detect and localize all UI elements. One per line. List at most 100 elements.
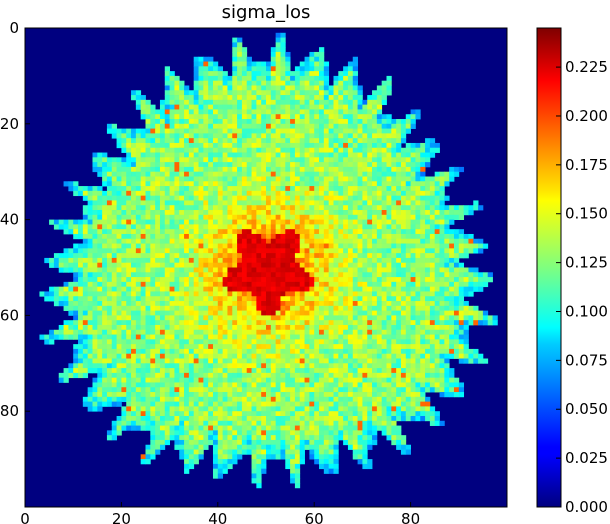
heatmap-cell (208, 157, 214, 163)
heatmap-cell (135, 219, 142, 225)
heatmap-cell (338, 291, 344, 297)
heatmap-cell (159, 257, 166, 264)
heatmap-cell (217, 123, 224, 129)
heatmap-cell (347, 171, 354, 177)
heatmap-cell (425, 238, 431, 244)
heatmap-cell (251, 301, 257, 307)
heatmap-cell (169, 320, 175, 326)
heatmap-cell (275, 301, 281, 307)
heatmap-cell (140, 310, 146, 316)
heatmap-cell (78, 243, 84, 249)
heatmap-cell (208, 181, 214, 187)
heatmap-cell (155, 277, 161, 283)
heatmap-cell (246, 75, 252, 82)
heatmap-cell (241, 47, 248, 53)
heatmap-cell (405, 377, 411, 383)
heatmap-cell (294, 363, 301, 369)
heatmap-cell (184, 272, 190, 278)
heatmap-cell (131, 142, 137, 149)
heatmap-cell (362, 157, 368, 163)
heatmap-cell (222, 219, 228, 225)
heatmap-cell (222, 147, 228, 153)
heatmap-cell (212, 75, 219, 82)
heatmap-cell (155, 114, 161, 120)
heatmap-cell (309, 128, 315, 134)
heatmap-cell (222, 372, 228, 379)
heatmap-cell (343, 243, 349, 249)
heatmap-cell (372, 358, 378, 364)
heatmap-cell (449, 315, 455, 321)
heatmap-cell (400, 200, 407, 206)
heatmap-cell (275, 238, 281, 244)
heatmap-cell (338, 257, 344, 264)
heatmap-cell (102, 210, 108, 216)
heatmap-cell (256, 353, 262, 359)
heatmap-cell (261, 95, 267, 101)
heatmap-cell (241, 233, 248, 240)
heatmap-cell (405, 368, 411, 374)
heatmap-cell (270, 104, 277, 110)
heatmap-cell (400, 301, 407, 307)
heatmap-cell (304, 229, 310, 235)
heatmap-cell (309, 95, 315, 101)
heatmap-cell (222, 90, 228, 96)
heatmap-cell (415, 377, 421, 383)
heatmap-cell (304, 90, 310, 96)
heatmap-cell (78, 253, 84, 259)
heatmap-cell (347, 286, 354, 292)
heatmap-cell (285, 358, 291, 364)
heatmap-cell (208, 277, 214, 283)
heatmap-cell (415, 200, 421, 206)
heatmap-cell (290, 382, 296, 388)
heatmap-cell (357, 368, 363, 374)
heatmap-cell (135, 233, 142, 240)
heatmap-cell (405, 339, 411, 345)
heatmap-cell (304, 128, 310, 134)
heatmap-cell (396, 128, 402, 134)
heatmap-cell (82, 296, 89, 302)
heatmap-cell (376, 286, 383, 292)
heatmap-cell (319, 219, 325, 225)
heatmap-cell (49, 329, 55, 335)
heatmap-cell (458, 267, 465, 273)
heatmap-cell (116, 205, 122, 211)
heatmap-cell (232, 104, 238, 110)
heatmap-cell (319, 114, 325, 120)
heatmap-cell (102, 348, 108, 355)
heatmap-cell (188, 339, 195, 345)
heatmap-cell (174, 119, 180, 125)
heatmap-cell (227, 272, 233, 278)
heatmap-cell (106, 195, 113, 201)
heatmap-cell (164, 90, 170, 96)
heatmap-cell (290, 210, 296, 216)
heatmap-cell (174, 320, 180, 326)
heatmap-cell (203, 138, 209, 144)
heatmap-cell (405, 329, 411, 335)
heatmap-cell (275, 47, 281, 53)
heatmap-cell (164, 214, 170, 220)
heatmap-cell (304, 200, 310, 206)
heatmap-cell (290, 128, 296, 134)
heatmap-cell (150, 277, 156, 283)
heatmap-cell (212, 233, 219, 240)
heatmap-cell (444, 301, 450, 307)
heatmap-cell (323, 119, 330, 125)
heatmap-cell (159, 147, 166, 153)
heatmap-cell (309, 229, 315, 235)
heatmap-cell (372, 99, 378, 106)
heatmap-cell (352, 305, 358, 312)
heatmap-cell (227, 233, 233, 240)
heatmap-cell (97, 210, 103, 216)
heatmap-cell (203, 157, 209, 163)
heatmap-cell (208, 138, 214, 144)
heatmap-cell (251, 99, 257, 106)
heatmap-cell (174, 128, 180, 134)
heatmap-cell (121, 334, 127, 340)
heatmap-cell (179, 348, 185, 355)
heatmap-cell (376, 128, 383, 134)
heatmap-cell (328, 181, 334, 187)
heatmap-cell (381, 305, 387, 312)
heatmap-cell (396, 377, 402, 383)
heatmap-cell (405, 382, 411, 388)
heatmap-cell (63, 368, 69, 374)
